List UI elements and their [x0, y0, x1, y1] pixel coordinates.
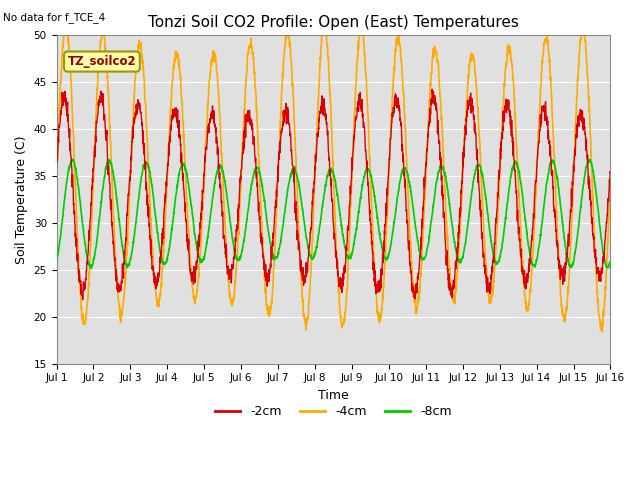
Text: No data for f_TCE_4: No data for f_TCE_4: [3, 12, 106, 23]
Legend: -2cm, -4cm, -8cm: -2cm, -4cm, -8cm: [210, 400, 457, 423]
X-axis label: Time: Time: [318, 389, 349, 402]
Text: TZ_soilco2: TZ_soilco2: [68, 55, 136, 68]
Y-axis label: Soil Temperature (C): Soil Temperature (C): [15, 135, 28, 264]
Title: Tonzi Soil CO2 Profile: Open (East) Temperatures: Tonzi Soil CO2 Profile: Open (East) Temp…: [148, 15, 519, 30]
